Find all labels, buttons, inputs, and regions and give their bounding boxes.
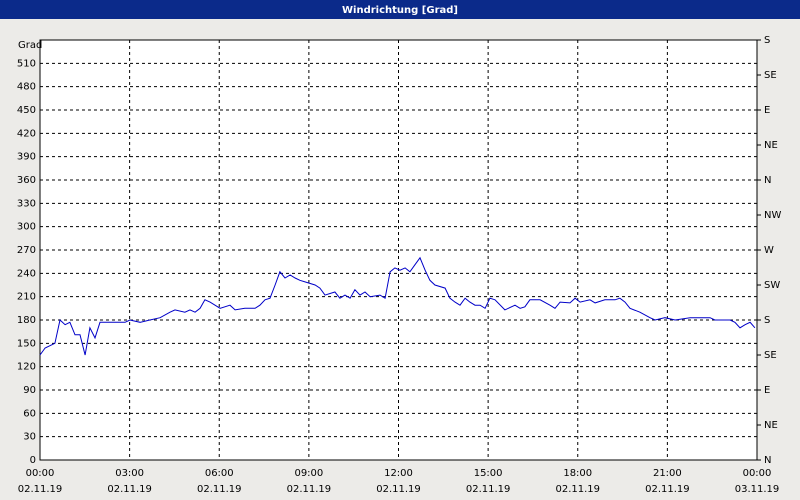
title-bar xyxy=(0,0,800,19)
y2-tick-label: NE xyxy=(764,420,778,431)
y-tick-label: 90 xyxy=(23,385,36,396)
y2-tick-label: SW xyxy=(764,280,780,291)
x-tick-label: 21:00 xyxy=(653,468,682,479)
y-tick-label: 420 xyxy=(17,128,36,139)
y2-tick-label: N xyxy=(764,455,771,466)
x-tick-label: 06:00 xyxy=(205,468,234,479)
x-tick-label: 00:00 xyxy=(743,468,772,479)
x-tick-date: 02.11.19 xyxy=(287,484,332,495)
y-tick-label: 180 xyxy=(17,315,36,326)
y2-tick-label: E xyxy=(764,385,770,396)
x-tick-label: 03:00 xyxy=(115,468,144,479)
y-tick-label: 210 xyxy=(17,292,36,303)
y2-tick-label: N xyxy=(764,175,771,186)
y-tick-label: 270 xyxy=(17,245,36,256)
x-tick-label: 09:00 xyxy=(294,468,323,479)
x-tick-label: 18:00 xyxy=(563,468,592,479)
y-tick-label: 480 xyxy=(17,82,36,93)
y-tick-label: 120 xyxy=(17,362,36,373)
y-tick-label: 150 xyxy=(17,338,36,349)
x-tick-label: 15:00 xyxy=(474,468,503,479)
y2-tick-label: W xyxy=(764,245,774,256)
y2-tick-label: SE xyxy=(764,70,777,81)
x-tick-date: 02.11.19 xyxy=(197,484,242,495)
y-tick-label: 300 xyxy=(17,222,36,233)
y-tick-label: 330 xyxy=(17,198,36,209)
y-tick-label: 450 xyxy=(17,105,36,116)
y-tick-label: 360 xyxy=(17,175,36,186)
y-tick-label: 30 xyxy=(23,432,36,443)
chart-title: Windrichtung [Grad] xyxy=(342,5,458,16)
y-tick-label: 390 xyxy=(17,152,36,163)
y-tick-label: 240 xyxy=(17,268,36,279)
y2-tick-label: SE xyxy=(764,350,777,361)
y2-tick-label: NW xyxy=(764,210,781,221)
y2-tick-label: S xyxy=(764,315,770,326)
x-tick-date: 02.11.19 xyxy=(466,484,511,495)
x-tick-date: 03.11.19 xyxy=(735,484,780,495)
y-axis-label: Grad xyxy=(18,40,42,51)
y2-tick-label: S xyxy=(764,35,770,46)
x-tick-date: 02.11.19 xyxy=(376,484,421,495)
x-tick-date: 02.11.19 xyxy=(107,484,152,495)
y-tick-label: 60 xyxy=(23,408,36,419)
y2-tick-label: E xyxy=(764,105,770,116)
x-tick-date: 02.11.19 xyxy=(645,484,690,495)
x-tick-date: 02.11.19 xyxy=(555,484,600,495)
x-tick-date: 02.11.19 xyxy=(18,484,63,495)
y2-tick-label: NE xyxy=(764,140,778,151)
y-tick-label: 0 xyxy=(30,455,36,466)
y-tick-label: 510 xyxy=(17,58,36,69)
x-tick-label: 00:00 xyxy=(26,468,55,479)
data-line xyxy=(39,256,756,356)
x-tick-label: 12:00 xyxy=(384,468,413,479)
